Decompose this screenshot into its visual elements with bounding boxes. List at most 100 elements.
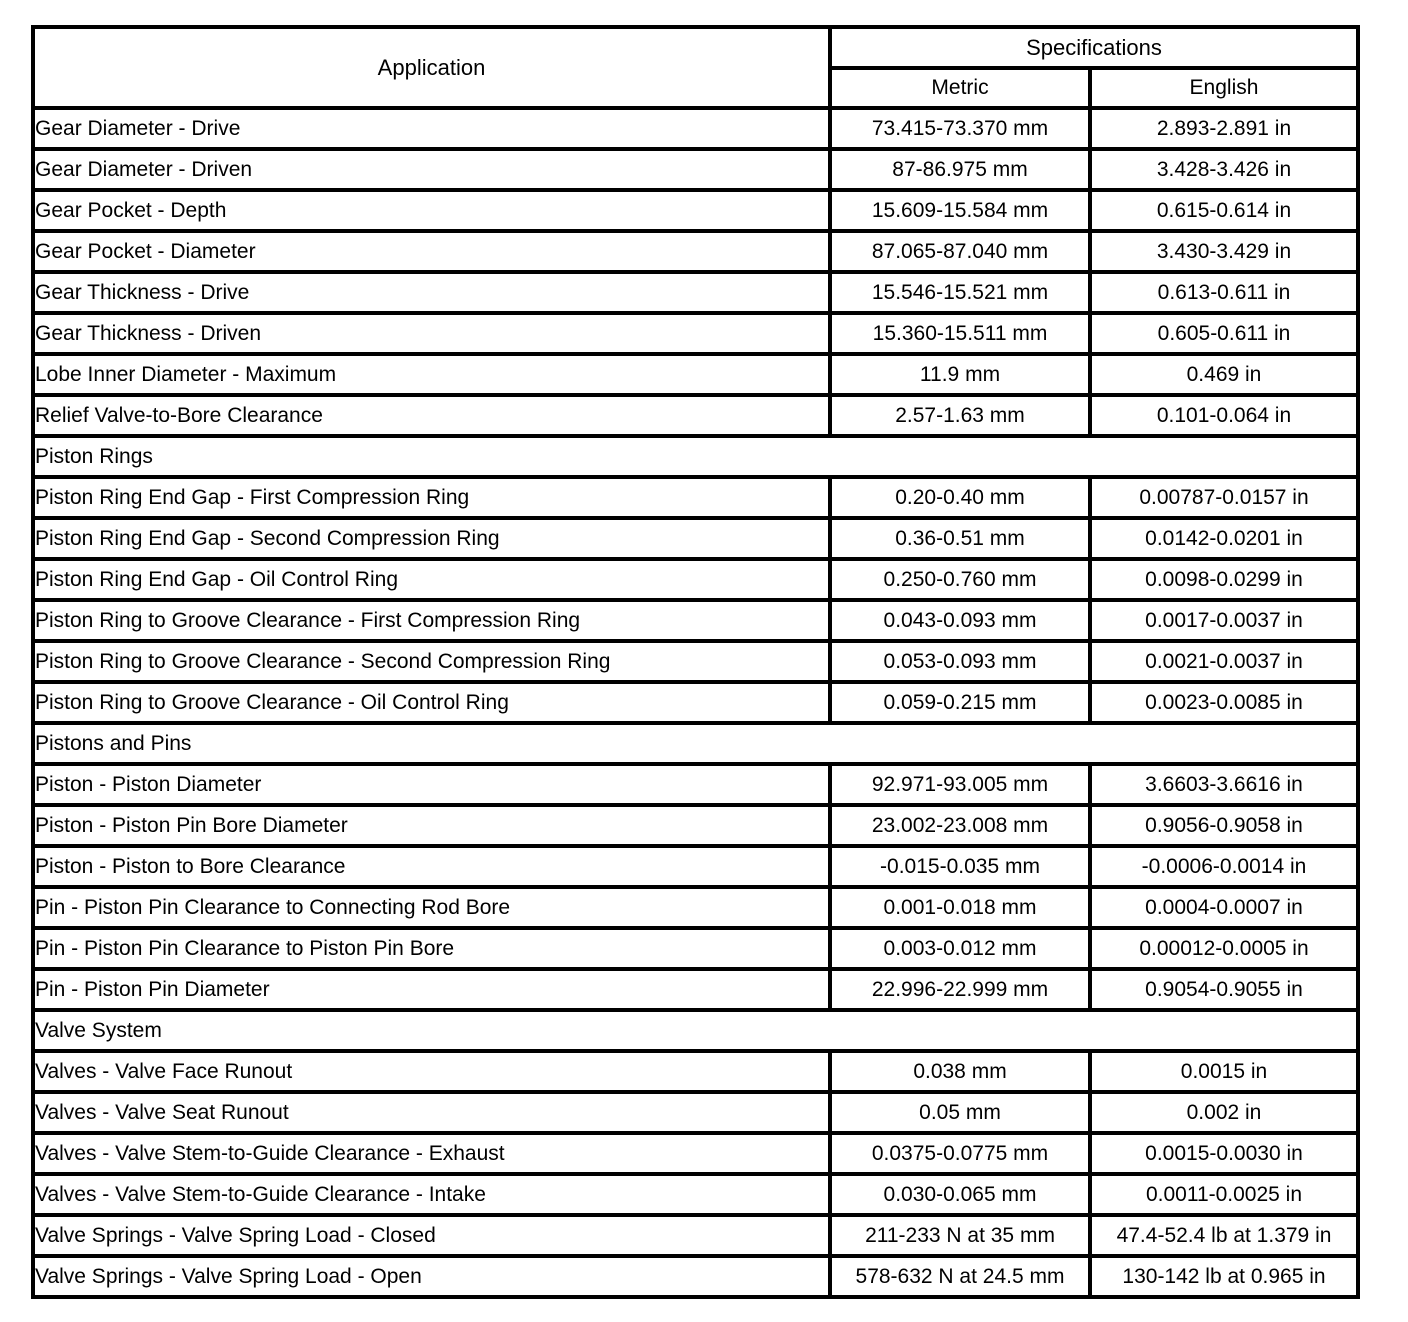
table-row: Piston - Piston Pin Bore Diameter 23.002-… — [31, 803, 1360, 848]
cell-english-value: 0.00787-0.0157 in — [1088, 475, 1360, 520]
cell-english-value: 130-142 lb at 0.965 in — [1088, 1254, 1360, 1299]
table-row: Piston Ring to Groove Clearance - Second… — [31, 639, 1360, 684]
table-row: Piston Ring to Groove Clearance - First … — [31, 598, 1360, 643]
cell-application: Relief Valve-to-Bore Clearance — [31, 393, 832, 438]
cell-metric-value: 11.9 mm — [828, 352, 1092, 397]
cell-metric-value: 0.001-0.018 mm — [828, 885, 1092, 930]
cell-english-value: 0.0021-0.0037 in — [1088, 639, 1360, 684]
cell-metric-value: 0.0375-0.0775 mm — [828, 1131, 1092, 1176]
cell-metric-value: 22.996-22.999 mm — [828, 967, 1092, 1012]
cell-english-value: 3.6603-3.6616 in — [1088, 762, 1360, 807]
cell-english-value: 0.9056-0.9058 in — [1088, 803, 1360, 848]
cell-application: Pin - Piston Pin Clearance to Piston Pin… — [31, 926, 832, 971]
cell-english-value: 0.0015 in — [1088, 1049, 1360, 1094]
table-row: Lobe Inner Diameter - Maximum 11.9 mm 0.46… — [31, 352, 1360, 397]
cell-english-value: 0.101-0.064 in — [1088, 393, 1360, 438]
cell-metric-value: 73.415-73.370 mm — [828, 106, 1092, 151]
cell-english-value: 0.9054-0.9055 in — [1088, 967, 1360, 1012]
cell-metric-value: 23.002-23.008 mm — [828, 803, 1092, 848]
cell-application: Piston Ring to Groove Clearance - Second… — [31, 639, 832, 684]
section-header-row: Piston Rings — [31, 434, 1360, 479]
cell-metric-value: 15.609-15.584 mm — [828, 188, 1092, 233]
cell-application: Lobe Inner Diameter - Maximum — [31, 352, 832, 397]
cell-english-value: 0.615-0.614 in — [1088, 188, 1360, 233]
table-header-row-primary: Application Specifications — [31, 25, 1360, 110]
engine-specifications-table: Application Specifications Metric Englis… — [31, 25, 1360, 1299]
table-row: Valve Springs - Valve Spring Load - Clos… — [31, 1213, 1360, 1258]
cell-english-value: 0.0015-0.0030 in — [1088, 1131, 1360, 1176]
column-header-application: Application — [31, 25, 832, 110]
table-row: Piston Ring to Groove Clearance - Oil Co… — [31, 680, 1360, 725]
specifications-table-container: Application Specifications Metric Englis… — [31, 25, 1360, 1299]
cell-metric-value: 0.059-0.215 mm — [828, 680, 1092, 725]
column-header-metric: Metric — [828, 66, 1092, 110]
cell-english-value: 0.0142-0.0201 in — [1088, 516, 1360, 561]
cell-metric-value: 0.250-0.760 mm — [828, 557, 1092, 602]
table-row: Pin - Piston Pin Diameter 22.996-22.999 m… — [31, 967, 1360, 1012]
cell-metric-value: 211-233 N at 35 mm — [828, 1213, 1092, 1258]
cell-english-value: 2.893-2.891 in — [1088, 106, 1360, 151]
cell-metric-value: 0.20-0.40 mm — [828, 475, 1092, 520]
cell-application: Pin - Piston Pin Diameter — [31, 967, 832, 1012]
cell-english-value: 0.0017-0.0037 in — [1088, 598, 1360, 643]
cell-metric-value: 92.971-93.005 mm — [828, 762, 1092, 807]
table-row: Piston Ring End Gap - First Compression … — [31, 475, 1360, 520]
table-row: Piston Ring End Gap - Oil Control Ring 0.… — [31, 557, 1360, 602]
cell-english-value: 0.00012-0.0005 in — [1088, 926, 1360, 971]
cell-metric-value: 87-86.975 mm — [828, 147, 1092, 192]
cell-application: Gear Pocket - Diameter — [31, 229, 832, 274]
cell-metric-value: 0.36-0.51 mm — [828, 516, 1092, 561]
cell-metric-value: 87.065-87.040 mm — [828, 229, 1092, 274]
table-row: Valves - Valve Face Runout 0.038 mm 0.0015… — [31, 1049, 1360, 1094]
table-row: Piston - Piston Diameter 92.971-93.005 mm… — [31, 762, 1360, 807]
table-row: Gear Diameter - Drive 73.415-73.370 mm 2.8… — [31, 106, 1360, 151]
table-row: Relief Valve-to-Bore Clearance 2.57-1.63 … — [31, 393, 1360, 438]
cell-metric-value: 0.05 mm — [828, 1090, 1092, 1135]
cell-application: Piston Ring to Groove Clearance - Oil Co… — [31, 680, 832, 725]
cell-metric-value: 578-632 N at 24.5 mm — [828, 1254, 1092, 1299]
table-row: Valves - Valve Stem-to-Guide Clearance -… — [31, 1172, 1360, 1217]
table-row: Valve Springs - Valve Spring Load - Open… — [31, 1254, 1360, 1299]
cell-metric-value: 0.038 mm — [828, 1049, 1092, 1094]
cell-application: Valve Springs - Valve Spring Load - Clos… — [31, 1213, 832, 1258]
cell-english-value: 0.605-0.611 in — [1088, 311, 1360, 356]
table-row: Pin - Piston Pin Clearance to Connecting… — [31, 885, 1360, 930]
cell-metric-value: 0.053-0.093 mm — [828, 639, 1092, 684]
cell-english-value: 0.0098-0.0299 in — [1088, 557, 1360, 602]
cell-metric-value: 15.546-15.521 mm — [828, 270, 1092, 315]
cell-english-value: 0.0023-0.0085 in — [1088, 680, 1360, 725]
cell-metric-value: 15.360-15.511 mm — [828, 311, 1092, 356]
table-row: Gear Thickness - Drive 15.546-15.521 mm 0.… — [31, 270, 1360, 315]
cell-application: Valves - Valve Stem-to-Guide Clearance -… — [31, 1131, 832, 1176]
cell-application: Gear Diameter - Driven — [31, 147, 832, 192]
section-header-row: Valve System — [31, 1008, 1360, 1053]
section-header-row: Pistons and Pins — [31, 721, 1360, 766]
table-header: Application Specifications Metric Englis… — [31, 25, 1360, 110]
cell-application: Piston - Piston to Bore Clearance — [31, 844, 832, 889]
table-row: Valves - Valve Stem-to-Guide Clearance -… — [31, 1131, 1360, 1176]
column-header-specifications: Specifications — [828, 25, 1360, 70]
cell-application: Valves - Valve Stem-to-Guide Clearance -… — [31, 1172, 832, 1217]
table-body: Gear Diameter - Drive 73.415-73.370 mm 2.8… — [31, 106, 1360, 1299]
cell-application: Gear Diameter - Drive — [31, 106, 832, 151]
table-row: Piston Ring End Gap - Second Compression… — [31, 516, 1360, 561]
cell-application: Pin - Piston Pin Clearance to Connecting… — [31, 885, 832, 930]
column-header-english: English — [1088, 66, 1360, 110]
table-row: Valves - Valve Seat Runout 0.05 mm 0.002 i… — [31, 1090, 1360, 1135]
cell-application: Piston - Piston Diameter — [31, 762, 832, 807]
cell-english-value: -0.0006-0.0014 in — [1088, 844, 1360, 889]
cell-english-value: 3.428-3.426 in — [1088, 147, 1360, 192]
section-header-label: Pistons and Pins — [31, 721, 1360, 766]
section-header-label: Valve System — [31, 1008, 1360, 1053]
cell-application: Gear Thickness - Driven — [31, 311, 832, 356]
cell-application: Valves - Valve Seat Runout — [31, 1090, 832, 1135]
cell-english-value: 0.0004-0.0007 in — [1088, 885, 1360, 930]
cell-application: Valve Springs - Valve Spring Load - Open — [31, 1254, 832, 1299]
section-header-label: Piston Rings — [31, 434, 1360, 479]
cell-application: Piston - Piston Pin Bore Diameter — [31, 803, 832, 848]
cell-application: Valves - Valve Face Runout — [31, 1049, 832, 1094]
cell-metric-value: 0.043-0.093 mm — [828, 598, 1092, 643]
cell-english-value: 0.613-0.611 in — [1088, 270, 1360, 315]
cell-english-value: 0.002 in — [1088, 1090, 1360, 1135]
cell-english-value: 0.0011-0.0025 in — [1088, 1172, 1360, 1217]
